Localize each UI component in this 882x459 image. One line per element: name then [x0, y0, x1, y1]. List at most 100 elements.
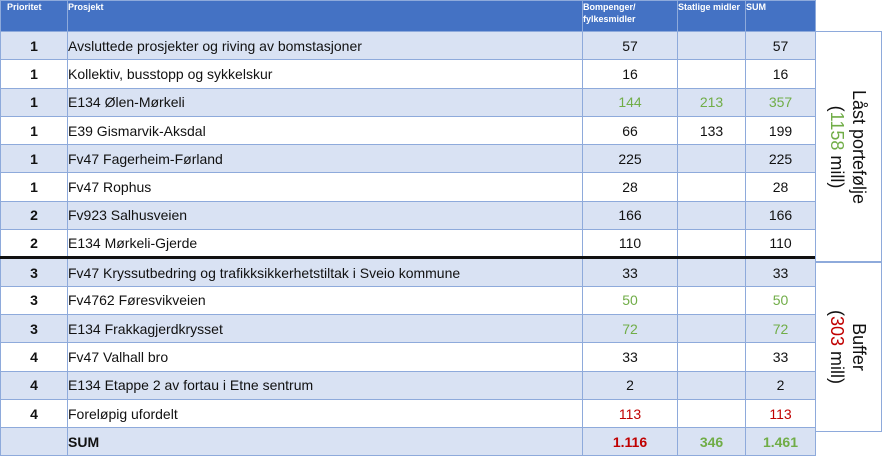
locked-open-paren: (	[827, 105, 848, 112]
project-cell: Fv47 Fagerheim-Førland	[67, 144, 583, 174]
buffer-amount: 303	[827, 315, 848, 347]
sum-cell: 166	[745, 200, 816, 231]
sum-cell: 28	[745, 172, 816, 202]
budget-table: Prioritet Prosjekt Bompenger/ fylkesmidl…	[0, 0, 816, 457]
header-row: Prioritet Prosjekt Bompenger/ fylkesmidl…	[0, 0, 816, 32]
priority-cell: 3	[0, 256, 68, 287]
statlige-cell	[677, 200, 746, 231]
total-sum: 1.461	[745, 427, 816, 457]
project-cell: Fv47 Rophus	[67, 172, 583, 202]
statlige-cell	[677, 30, 746, 61]
locked-portfolio-amount-line: (1158 mill)	[827, 89, 849, 203]
table-row: 4 E134 Etappe 2 av fortau i Etne sentrum…	[0, 370, 816, 400]
total-bompenger: 1.116	[582, 427, 678, 457]
bompenger-cell: 16	[582, 59, 678, 89]
statlige-cell	[677, 144, 746, 174]
statlige-cell	[677, 370, 746, 400]
project-cell: Fv923 Salhusveien	[67, 200, 583, 231]
sum-cell: 2	[745, 370, 816, 400]
project-cell: Fv4762 Føresvikveien	[67, 285, 583, 315]
sum-cell: 72	[745, 313, 816, 344]
sum-cell: 50	[745, 285, 816, 315]
priority-cell: 4	[0, 342, 68, 372]
statlige-cell	[677, 256, 746, 287]
sum-cell: 113	[745, 398, 816, 429]
project-cell: Foreløpig ufordelt	[67, 398, 583, 429]
table-row: 3 Fv47 Kryssutbedring og trafikksikkerhe…	[0, 256, 816, 287]
project-cell: E134 Etappe 2 av fortau i Etne sentrum	[67, 370, 583, 400]
priority-cell: 3	[0, 313, 68, 344]
table-row: 1 E39 Gismarvik-Aksdal 66 133 199	[0, 115, 816, 146]
priority-cell: 1	[0, 30, 68, 61]
buffer-title: Buffer	[849, 323, 870, 371]
bompenger-cell: 225	[582, 144, 678, 174]
header-prioritet: Prioritet	[0, 0, 68, 32]
header-prosjekt: Prosjekt	[67, 0, 583, 32]
table-row: 1 Kollektiv, busstopp og sykkelskur 16 1…	[0, 59, 816, 89]
bompenger-cell: 33	[582, 256, 678, 287]
statlige-cell: 133	[677, 115, 746, 146]
sum-cell: 33	[745, 256, 816, 287]
total-row: SUM 1.116 346 1.461	[0, 427, 816, 457]
table-row: 3 Fv4762 Føresvikveien 50 50	[0, 285, 816, 315]
project-cell: E134 Ølen-Mørkeli	[67, 87, 583, 117]
statlige-cell	[677, 398, 746, 429]
sum-cell: 199	[745, 115, 816, 146]
statlige-cell	[677, 229, 746, 259]
project-cell: E39 Gismarvik-Aksdal	[67, 115, 583, 146]
statlige-cell	[677, 313, 746, 344]
locked-portfolio-title: Låst portefølje	[849, 89, 870, 204]
table-row: 4 Foreløpig ufordelt 113 113	[0, 398, 816, 429]
locked-portfolio-label: Låst portefølje (1158 mill)	[815, 31, 882, 262]
header-statlige: Statlige midler	[677, 0, 746, 32]
project-cell: E134 Frakkagjerdkrysset	[67, 313, 583, 344]
project-cell: Avsluttede prosjekter og riving av bomst…	[67, 30, 583, 61]
priority-cell: 1	[0, 115, 68, 146]
priority-cell: 4	[0, 370, 68, 400]
priority-cell: 1	[0, 87, 68, 117]
priority-cell: 1	[0, 59, 68, 89]
locked-portfolio-amount: 1158	[827, 111, 848, 150]
bompenger-cell: 50	[582, 285, 678, 315]
priority-cell: 3	[0, 285, 68, 315]
statlige-cell	[677, 59, 746, 89]
project-cell: E134 Mørkeli-Gjerde	[67, 229, 583, 259]
bompenger-cell: 2	[582, 370, 678, 400]
bompenger-cell: 57	[582, 30, 678, 61]
table-row: 4 Fv47 Valhall bro 33 33	[0, 342, 816, 372]
bompenger-cell: 110	[582, 229, 678, 259]
priority-cell: 1	[0, 172, 68, 202]
header-bompenger: Bompenger/ fylkesmidler	[582, 0, 678, 32]
sum-cell: 110	[745, 229, 816, 259]
table-row: 1 Avsluttede prosjekter og riving av bom…	[0, 30, 816, 61]
bompenger-cell: 166	[582, 200, 678, 231]
priority-cell: 2	[0, 229, 68, 259]
priority-cell: 4	[0, 398, 68, 429]
table-row: 2 E134 Mørkeli-Gjerde 110 110	[0, 229, 816, 259]
bompenger-cell: 144	[582, 87, 678, 117]
total-statlige: 346	[677, 427, 746, 457]
project-cell: Kollektiv, busstopp og sykkelskur	[67, 59, 583, 89]
table-row: 1 Fv47 Rophus 28 28	[0, 172, 816, 202]
bompenger-cell: 28	[582, 172, 678, 202]
table-row: 2 Fv923 Salhusveien 166 166	[0, 200, 816, 231]
bompenger-cell: 66	[582, 115, 678, 146]
project-cell: Fv47 Valhall bro	[67, 342, 583, 372]
table-row: 1 E134 Ølen-Mørkeli 144 213 357	[0, 87, 816, 117]
locked-close-text: mill)	[827, 149, 848, 188]
bompenger-cell: 72	[582, 313, 678, 344]
project-cell: Fv47 Kryssutbedring og trafikksikkerhets…	[67, 256, 583, 287]
buffer-close-text: mill)	[827, 346, 848, 385]
header-sum: SUM	[745, 0, 816, 32]
sum-cell: 16	[745, 59, 816, 89]
bompenger-cell: 33	[582, 342, 678, 372]
priority-cell: 1	[0, 144, 68, 174]
bompenger-cell: 113	[582, 398, 678, 429]
buffer-label: Buffer (303 mill)	[815, 262, 882, 432]
statlige-cell	[677, 285, 746, 315]
total-label: SUM	[67, 427, 583, 457]
table-row: 3 E134 Frakkagjerdkrysset 72 72	[0, 313, 816, 344]
statlige-cell	[677, 172, 746, 202]
total-priority-cell	[0, 427, 68, 457]
sum-cell: 33	[745, 342, 816, 372]
